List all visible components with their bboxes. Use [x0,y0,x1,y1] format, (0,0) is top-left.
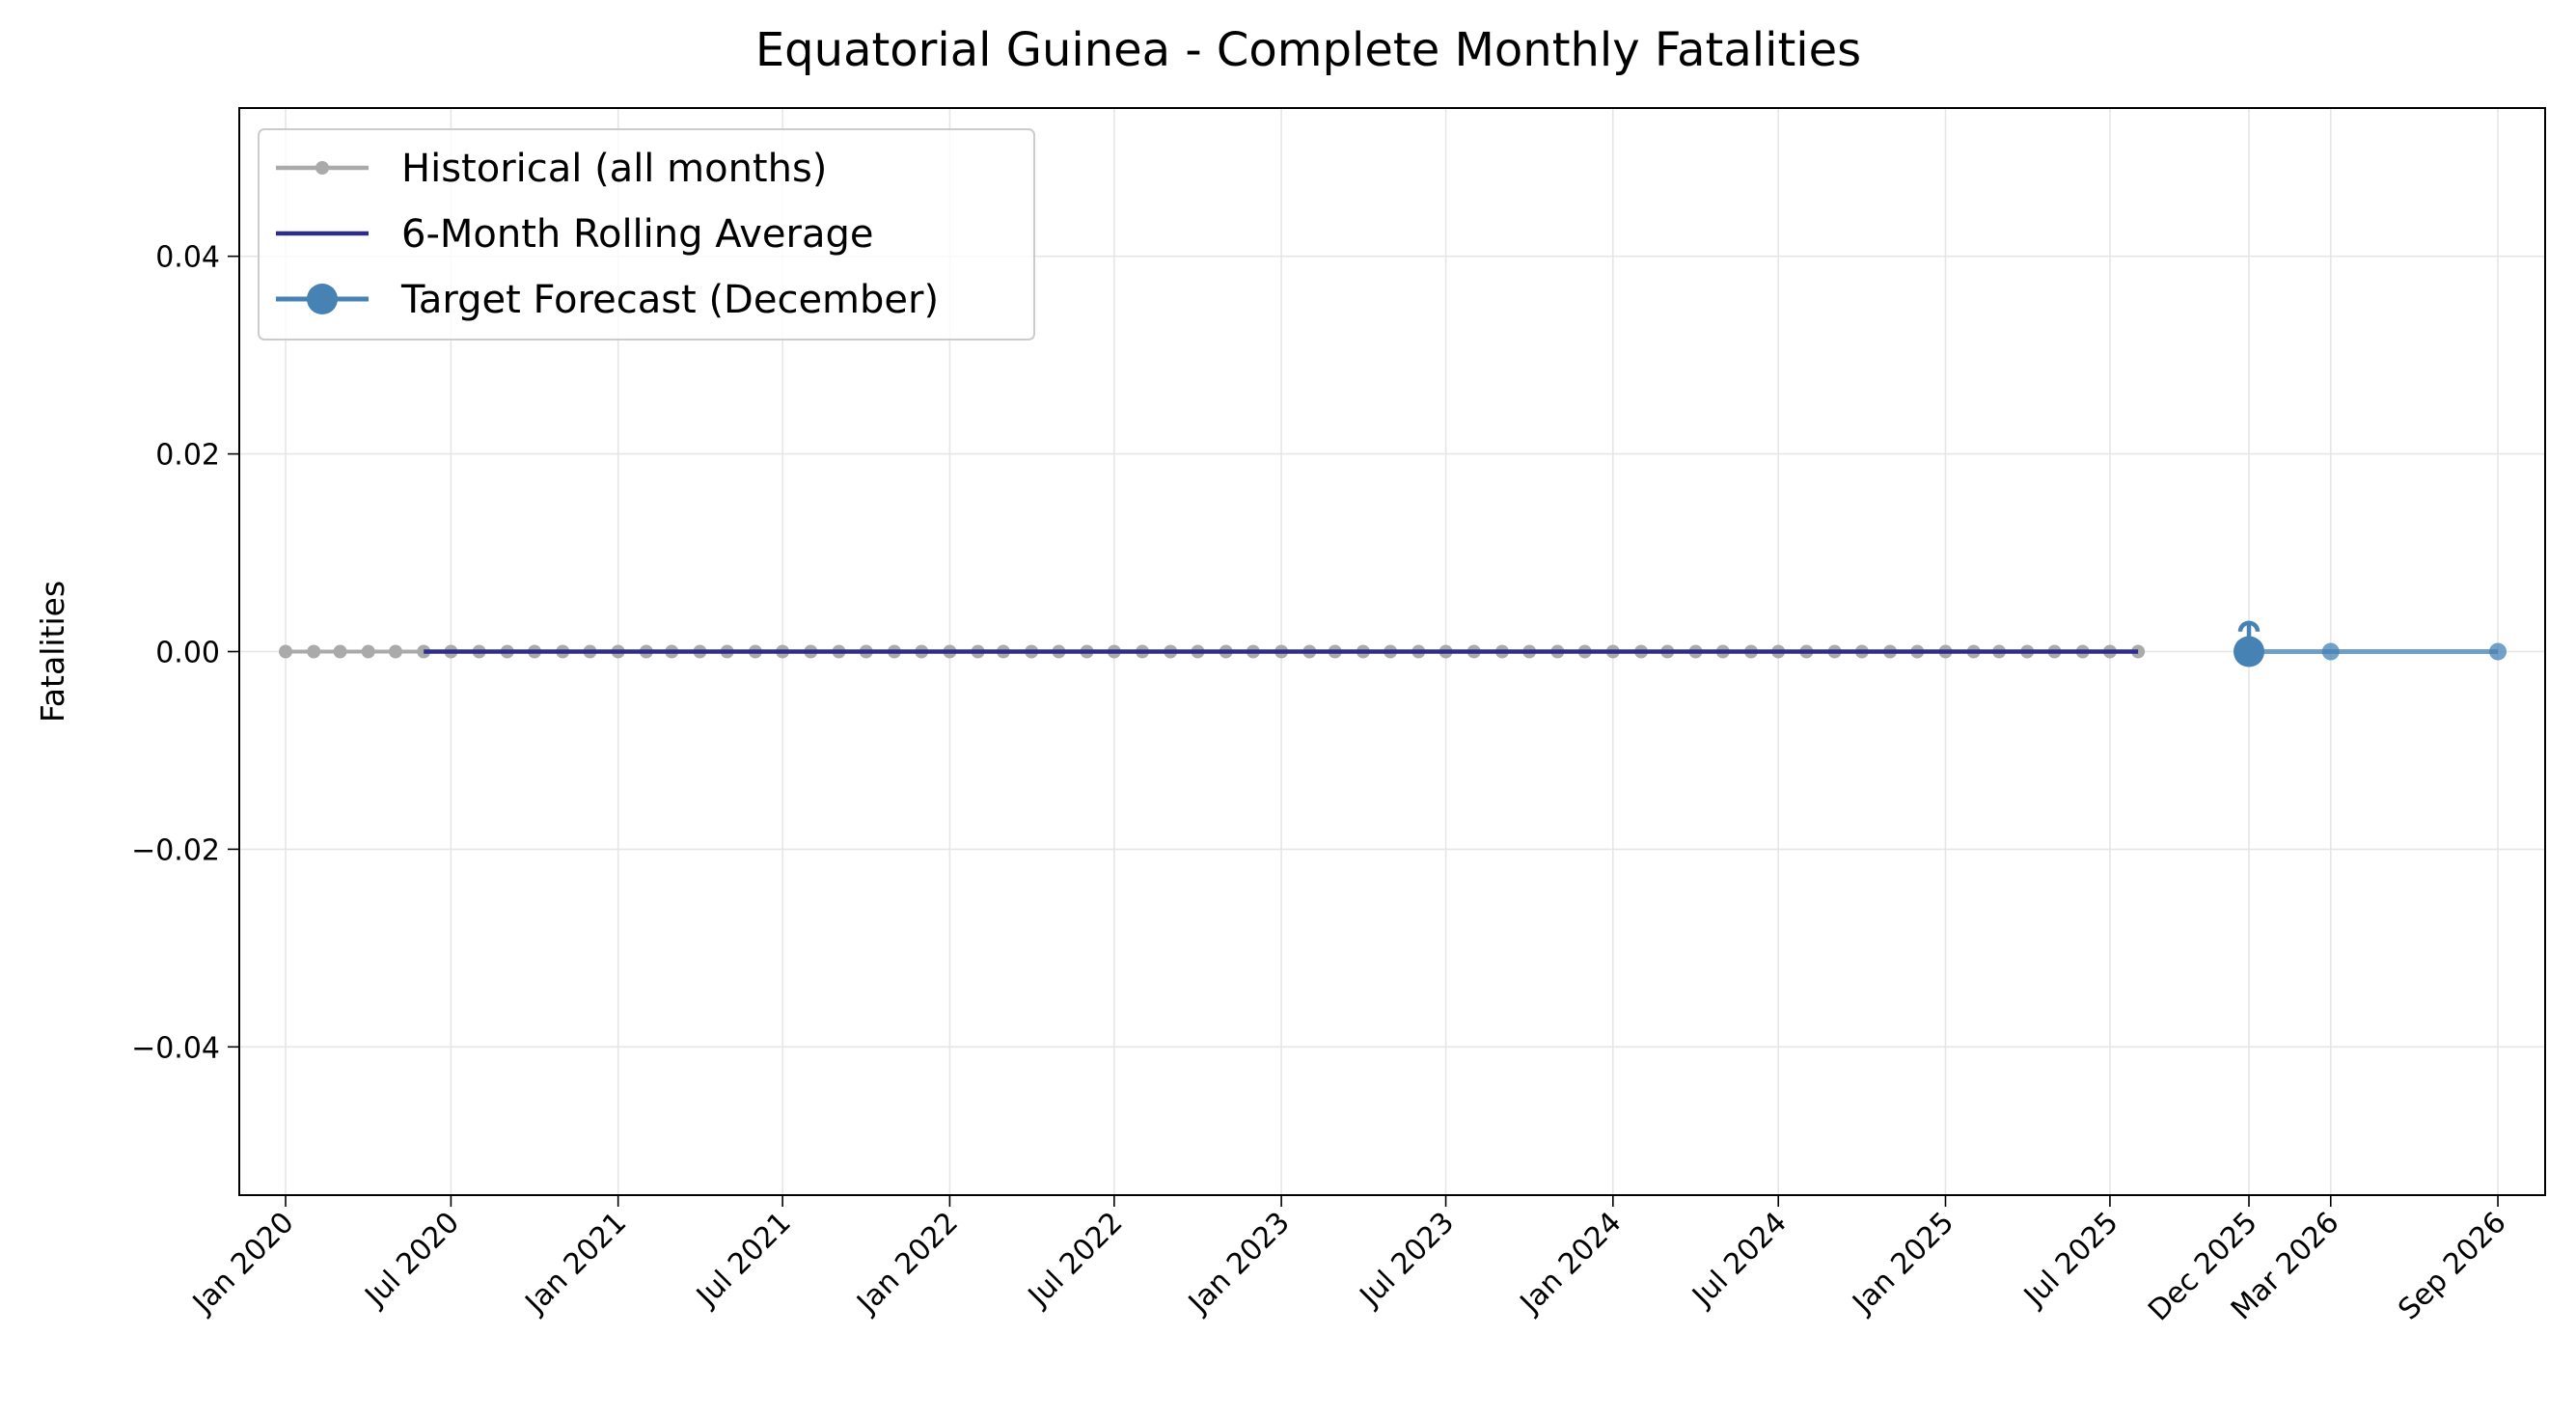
legend-box [258,128,1035,341]
historical-point [279,644,293,659]
y-tick-label: −0.02 [131,833,220,867]
y-axis-label: Fatalities [34,581,71,722]
forecast-point [2321,642,2340,661]
target-forecast-point [2233,636,2265,668]
legend-target-forecast: Target Forecast (December) [276,278,939,322]
legend-historical: Historical (all months) [276,147,827,191]
chart-title: Equatorial Guinea - Complete Monthly Fat… [755,23,1861,77]
y-tick-label: 0.00 [155,637,220,670]
legend-swatch-marker [315,161,329,175]
historical-point [333,644,347,659]
series-layer [279,620,2507,668]
legend-swatch-marker [307,284,338,314]
historical-point [307,644,321,659]
y-tick-label: −0.04 [131,1031,220,1065]
legend-label: Target Forecast (December) [400,278,939,322]
historical-point [361,644,375,659]
legend-label: 6-Month Rolling Average [401,212,874,257]
y-tick-label: 0.02 [155,439,220,473]
error-bar-cap [2237,620,2261,633]
historical-point [388,644,402,659]
legend-label: Historical (all months) [401,147,827,191]
legend: Historical (all months) 6-Month Rolling A… [258,128,1035,341]
legend-rolling-average: 6-Month Rolling Average [276,212,874,257]
forecast-point [2489,642,2507,661]
y-tick-label: 0.04 [155,241,220,275]
